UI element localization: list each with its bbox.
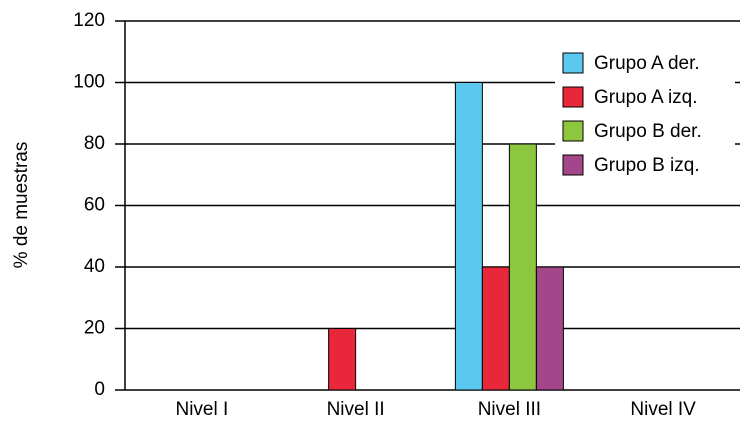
y-tick-label: 0 <box>94 379 105 400</box>
legend-label: Grupo B der. <box>594 121 702 142</box>
legend-swatch <box>562 52 584 74</box>
y-tick-label: 20 <box>84 318 105 339</box>
legend-label: Grupo A izq. <box>594 87 698 108</box>
legend-swatch <box>562 154 584 176</box>
y-tick-label: 40 <box>84 256 105 277</box>
y-tick-label: 60 <box>84 195 105 216</box>
y-tick-label: 100 <box>73 72 105 93</box>
x-tick-label: Nivel III <box>478 399 541 420</box>
x-tick-label: Nivel IV <box>630 399 696 420</box>
x-tick-label: Nivel II <box>327 399 385 420</box>
bar <box>535 266 564 391</box>
bar <box>508 143 537 391</box>
x-tick-label: Nivel I <box>175 399 228 420</box>
y-axis-label: % de muestras <box>11 142 32 269</box>
bar <box>328 328 357 391</box>
legend-swatch <box>562 86 584 108</box>
bar <box>454 82 483 391</box>
legend-label: Grupo A der. <box>594 53 700 74</box>
legend-swatch <box>562 120 584 142</box>
legend-box <box>555 41 735 187</box>
y-tick-label: 120 <box>73 10 105 31</box>
bar <box>481 266 510 391</box>
legend-label: Grupo B izq. <box>594 155 700 176</box>
y-tick-label: 80 <box>84 133 105 154</box>
